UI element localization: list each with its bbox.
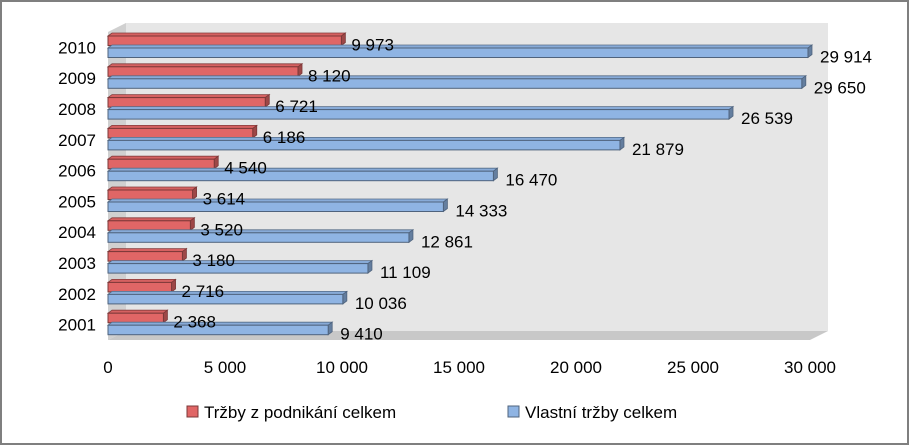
- x-tick-labels: 0 5 000 10 000 15 000 20 000 25 000 30 000: [103, 358, 836, 377]
- bar-trzby-z-podnikani-2007: [106, 124, 258, 139]
- bar-vlastni-trzby-2001: [106, 321, 334, 336]
- x-tick-label: 25 000: [667, 358, 719, 377]
- x-tick-label: 20 000: [550, 358, 602, 377]
- bar-vlastni-trzby-2010: [106, 44, 814, 59]
- bar-trzby-z-podnikani-2006: [106, 155, 220, 170]
- bars-group: [106, 32, 814, 336]
- data-label: 3 614: [203, 190, 246, 209]
- data-label: 6 721: [275, 97, 318, 116]
- category-label: 2003: [58, 254, 96, 273]
- data-label: 14 333: [455, 202, 507, 221]
- data-label: 6 186: [263, 128, 306, 147]
- data-label: 11 109: [380, 263, 431, 282]
- legend: Tržby z podnikání celkem Vlastní tržby ce…: [186, 403, 677, 422]
- bar-trzby-z-podnikani-2003: [106, 247, 188, 262]
- bar-trzby-z-podnikani-2009: [106, 62, 304, 78]
- data-label: 21 879: [632, 140, 684, 159]
- bar-vlastni-trzby-2009: [106, 75, 808, 90]
- legend-label: Tržby z podnikání celkem: [204, 403, 396, 422]
- data-label: 9 973: [351, 36, 394, 55]
- data-label: 29 650: [814, 78, 866, 97]
- category-labels: 2010 2009 2008 2007 2006 2005 2004 2003 2002 2001: [58, 38, 96, 334]
- legend-swatch: [186, 405, 199, 418]
- category-label: 2010: [58, 38, 96, 57]
- category-label: 2004: [58, 223, 96, 242]
- data-label: 10 036: [355, 294, 407, 313]
- data-label: 12 861: [421, 232, 473, 251]
- category-label: 2007: [58, 131, 96, 150]
- data-label: 3 520: [200, 220, 243, 239]
- bar-vlastni-trzby-2005: [106, 198, 449, 213]
- bar-vlastni-trzby-2007: [106, 136, 626, 151]
- category-label: 2002: [58, 285, 96, 304]
- legend-item: Tržby z podnikání celkem: [186, 403, 396, 422]
- bar-vlastni-trzby-2008: [106, 105, 735, 120]
- bar-trzby-z-podnikani-2002: [106, 278, 177, 293]
- bar-vlastni-trzby-2003: [106, 259, 374, 274]
- x-tick-label: 30 000: [784, 358, 836, 377]
- x-tick-label: 0: [103, 358, 112, 377]
- category-label: 2005: [58, 192, 96, 211]
- legend-label: Vlastní tržby celkem: [525, 403, 677, 422]
- data-label: 2 716: [182, 282, 225, 301]
- bar-trzby-z-podnikani-2010: [106, 32, 347, 47]
- data-label: 29 914: [820, 48, 872, 67]
- data-label: 26 539: [741, 109, 793, 128]
- x-tick-label: 10 000: [316, 358, 368, 377]
- data-label: 2 368: [173, 313, 216, 332]
- data-label: 8 120: [308, 66, 351, 85]
- data-label: 16 470: [505, 171, 557, 190]
- bar-trzby-z-podnikani-2004: [106, 217, 196, 232]
- bar-trzby-z-podnikani-2005: [106, 186, 198, 201]
- data-label: 9 410: [340, 325, 383, 344]
- category-label: 2008: [58, 100, 96, 119]
- legend-item: Vlastní tržby celkem: [507, 403, 677, 422]
- x-tick-label: 5 000: [204, 358, 247, 377]
- bar-trzby-z-podnikani-2008: [106, 93, 271, 108]
- x-tick-label: 15 000: [433, 358, 485, 377]
- bar-vlastni-trzby-2002: [106, 290, 349, 305]
- data-label: 3 180: [192, 251, 235, 270]
- bar-vlastni-trzby-2006: [106, 167, 499, 182]
- category-label: 2009: [58, 69, 96, 88]
- bar-trzby-z-podnikani-2001: [106, 309, 169, 324]
- category-label: 2001: [58, 316, 96, 335]
- data-labels: 9 973 29 914 8 120 29 650 6 721 26 539 6 186 21…: [173, 36, 872, 344]
- category-label: 2006: [58, 162, 96, 181]
- bar-vlastni-trzby-2004: [106, 229, 415, 244]
- data-label: 4 540: [224, 159, 267, 178]
- legend-swatch: [507, 405, 520, 418]
